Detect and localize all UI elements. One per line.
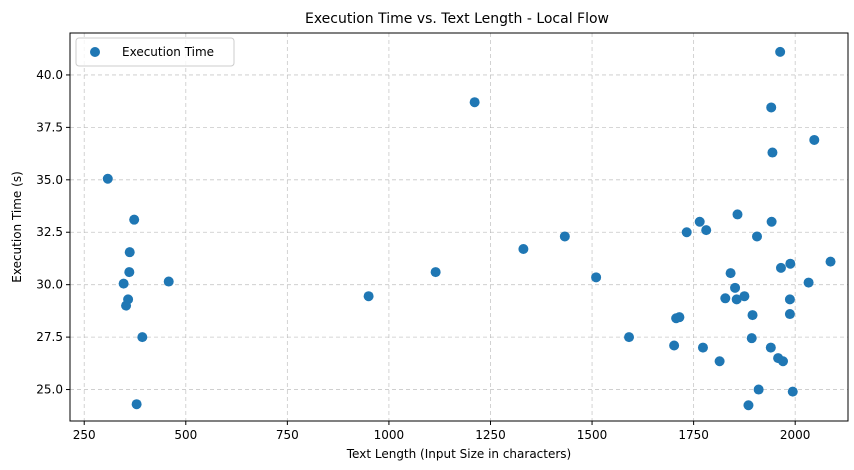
data-point (739, 291, 750, 302)
x-axis-ticks: 250 500 750 1000 1250 1500 1750 2000 (73, 421, 811, 442)
data-point (784, 309, 795, 320)
data-point (430, 267, 441, 278)
data-point (131, 399, 142, 410)
data-point (669, 340, 680, 351)
legend: Execution Time (75, 37, 235, 67)
data-point (725, 268, 736, 279)
y-tick-label: 27.5 (36, 330, 63, 344)
data-point (730, 282, 741, 293)
y-tick-label: 32.5 (36, 225, 63, 239)
y-tick-label: 40.0 (36, 68, 63, 82)
data-point (714, 356, 725, 367)
data-point (765, 342, 776, 353)
data-point (753, 384, 764, 395)
data-point (732, 209, 743, 220)
data-point (137, 332, 148, 343)
data-point (751, 231, 762, 242)
data-point (559, 231, 570, 242)
plot-frame (69, 32, 849, 422)
data-point (124, 267, 135, 278)
grid-lines (70, 33, 848, 421)
data-point (825, 256, 836, 267)
data-points (102, 46, 836, 411)
legend-label: Execution Time (122, 45, 214, 59)
data-point (766, 102, 777, 113)
data-point (681, 227, 692, 238)
y-tick-label: 35.0 (36, 173, 63, 187)
legend-marker (90, 47, 100, 57)
data-point (118, 278, 129, 289)
data-point (697, 342, 708, 353)
data-point (775, 262, 786, 273)
data-point (163, 276, 174, 287)
data-point (766, 216, 777, 227)
y-tick-label: 37.5 (36, 120, 63, 134)
data-point (777, 356, 788, 367)
data-point (624, 332, 635, 343)
data-point (720, 293, 731, 304)
y-axis-ticks: 25.0 27.5 30.0 32.5 35.0 37.5 40.0 (36, 68, 70, 397)
data-point (591, 272, 602, 283)
y-axis-label: Execution Time (s) (10, 171, 24, 283)
data-point (743, 400, 754, 411)
x-tick-label: 1000 (374, 428, 405, 442)
x-tick-label: 1750 (678, 428, 709, 442)
x-tick-label: 2000 (780, 428, 811, 442)
data-point (785, 258, 796, 269)
x-tick-label: 250 (73, 428, 96, 442)
data-point (803, 277, 814, 288)
x-tick-label: 1500 (577, 428, 608, 442)
data-point (747, 310, 758, 321)
x-tick-label: 750 (276, 428, 299, 442)
data-point (701, 225, 712, 236)
data-point (518, 244, 529, 255)
data-point (809, 134, 820, 145)
data-point (784, 294, 795, 305)
data-point (124, 247, 135, 258)
data-point (767, 147, 778, 158)
data-point (674, 312, 685, 323)
data-point (787, 386, 798, 397)
data-point (775, 46, 786, 57)
y-tick-label: 30.0 (36, 278, 63, 292)
y-tick-label: 25.0 (36, 383, 63, 397)
data-point (731, 294, 742, 305)
x-axis-label: Text Length (Input Size in characters) (346, 447, 571, 461)
data-point (123, 294, 134, 305)
x-tick-label: 1250 (475, 428, 506, 442)
data-point (129, 214, 140, 225)
data-point (746, 333, 757, 344)
data-point (694, 216, 705, 227)
data-point (363, 291, 374, 302)
x-tick-label: 500 (174, 428, 197, 442)
data-point (102, 173, 113, 184)
data-point (469, 97, 480, 108)
chart-title: Execution Time vs. Text Length - Local F… (305, 11, 609, 27)
legend-box (75, 37, 235, 67)
